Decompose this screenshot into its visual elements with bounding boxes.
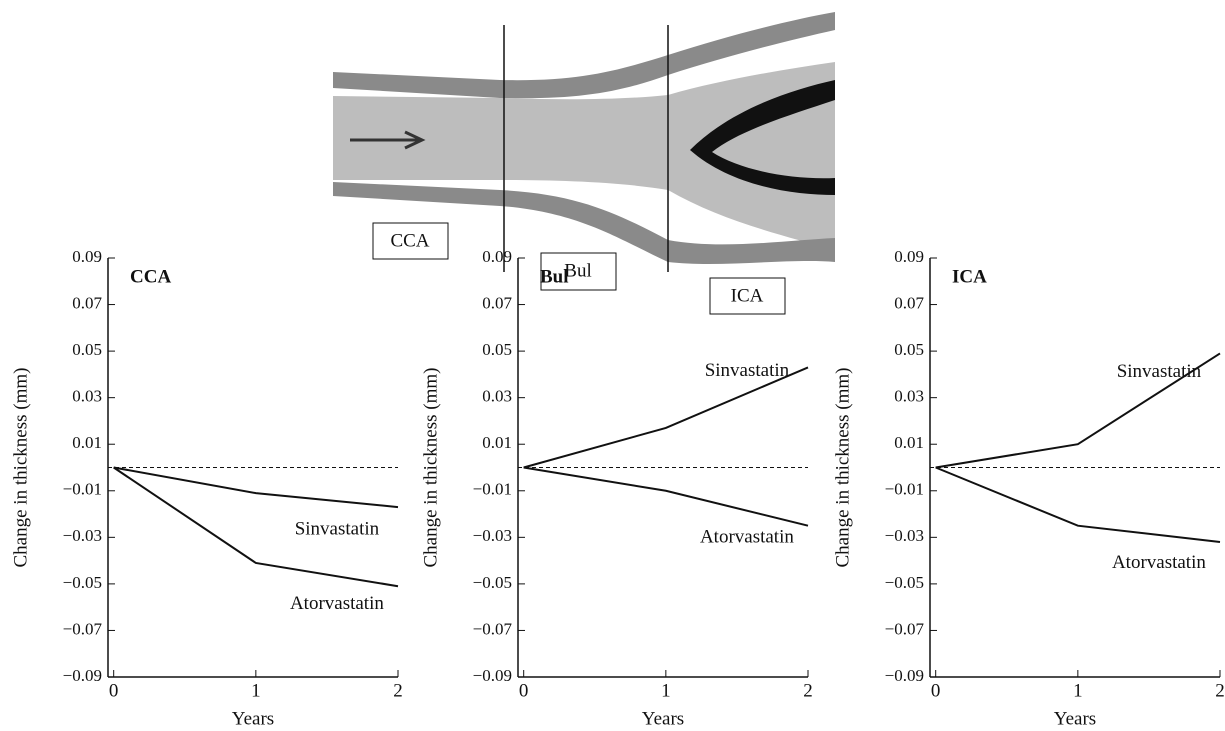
y-tick-label: −0.01 [473, 480, 512, 499]
y-tick-label: −0.09 [473, 666, 512, 685]
x-tick-label: 2 [1215, 680, 1225, 701]
y-tick-label: 0.03 [72, 387, 102, 406]
y-tick-label: 0.03 [894, 387, 924, 406]
series-line [935, 352, 1221, 469]
y-tick-label: 0.05 [894, 340, 924, 359]
chart-title: ICA [952, 266, 987, 287]
flow-arrow [350, 130, 426, 150]
chart-title: CCA [130, 266, 171, 287]
series-label: Atorvastatin [700, 527, 794, 548]
ece-wall [690, 80, 835, 195]
series-label: Sinvastatin [1117, 361, 1202, 382]
y-tick-label: −0.09 [885, 666, 924, 685]
y-tick-label: −0.05 [473, 573, 512, 592]
y-tick-label: −0.07 [885, 619, 925, 638]
x-tick-label: 2 [803, 680, 813, 701]
y-tick-label: −0.03 [473, 526, 512, 545]
y-axis-label: Change in thickness (mm) [420, 368, 441, 568]
y-tick-label: 0.05 [72, 340, 102, 359]
y-tick-label: −0.01 [63, 480, 102, 499]
series-line [523, 466, 809, 527]
y-tick-label: 0.09 [482, 247, 512, 266]
y-tick-label: 0.07 [894, 293, 924, 312]
x-tick-label: 0 [109, 680, 119, 701]
y-tick-label: 0.01 [72, 433, 102, 452]
segment-label: CCA [390, 230, 429, 251]
y-axis-label: Change in thickness (mm) [10, 368, 31, 568]
y-tick-label: 0.07 [482, 293, 512, 312]
series-line [935, 466, 1221, 543]
label-box [372, 222, 449, 260]
x-axis-label: Years [232, 708, 274, 729]
series-line [113, 466, 399, 509]
lumen [333, 62, 835, 250]
y-tick-label: 0.07 [72, 293, 102, 312]
bottom-wall [333, 182, 835, 264]
x-tick-label: 1 [661, 680, 671, 701]
y-tick-label: −0.07 [63, 619, 103, 638]
x-tick-label: 0 [931, 680, 941, 701]
segment-label: ICA [731, 285, 764, 306]
series-label: Sinvastatin [295, 518, 380, 539]
x-axis-label: Years [642, 708, 684, 729]
y-tick-label: −0.09 [63, 666, 102, 685]
x-tick-label: 0 [519, 680, 529, 701]
y-tick-label: −0.07 [473, 619, 513, 638]
y-tick-label: 0.09 [72, 247, 102, 266]
y-axis-label: Change in thickness (mm) [832, 368, 853, 568]
series-line [523, 366, 809, 469]
y-tick-label: −0.03 [885, 526, 924, 545]
y-tick-label: −0.05 [63, 573, 102, 592]
y-tick-label: −0.03 [63, 526, 102, 545]
y-tick-label: −0.05 [885, 573, 924, 592]
x-tick-label: 1 [1073, 680, 1083, 701]
y-tick-label: 0.01 [482, 433, 512, 452]
chart-title: Bul [540, 266, 569, 287]
y-tick-label: 0.09 [894, 247, 924, 266]
x-tick-label: 2 [393, 680, 403, 701]
y-tick-label: 0.03 [482, 387, 512, 406]
series-line [113, 466, 399, 588]
x-axis-label: Years [1054, 708, 1096, 729]
top-wall [333, 12, 835, 99]
y-tick-label: 0.01 [894, 433, 924, 452]
vessel-diagram: CCA Bul ICA [333, 12, 835, 315]
y-tick-label: 0.05 [482, 340, 512, 359]
x-tick-label: 1 [251, 680, 261, 701]
label-box [709, 277, 786, 315]
segment-label: Bul [564, 260, 591, 281]
series-label: Sinvastatin [705, 360, 790, 381]
y-tick-label: −0.01 [885, 480, 924, 499]
series-label: Atorvastatin [290, 593, 384, 614]
label-box [540, 252, 617, 291]
series-label: Atorvastatin [1112, 552, 1206, 573]
